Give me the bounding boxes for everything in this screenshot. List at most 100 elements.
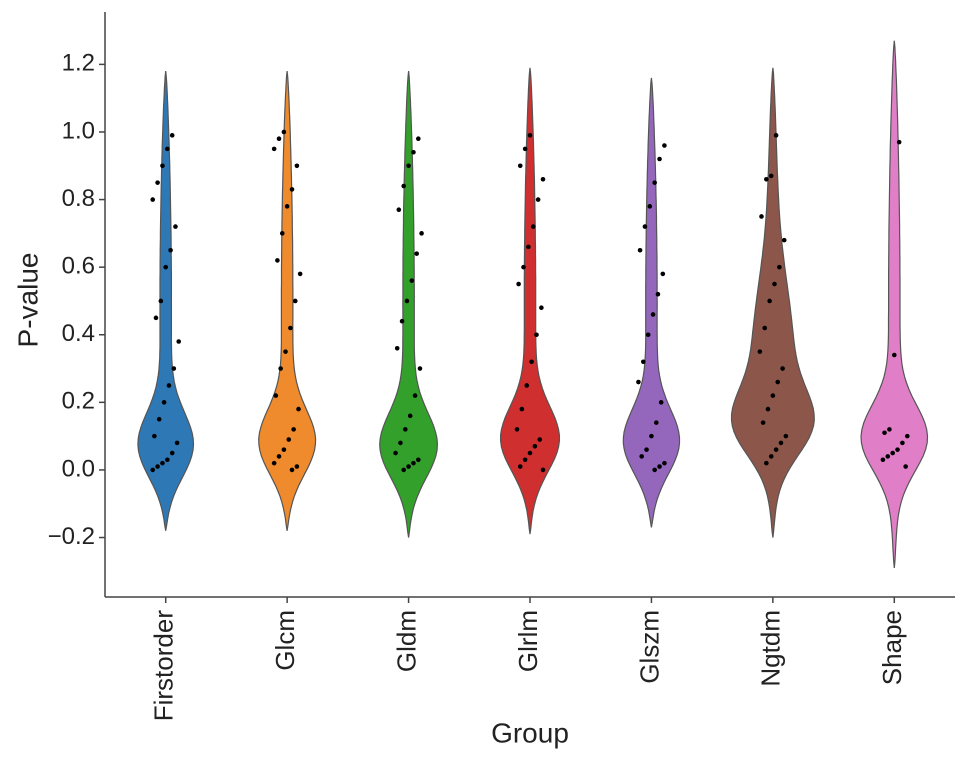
x-tick-label: Glrlm [513, 610, 543, 672]
data-point [150, 197, 156, 202]
data-point [169, 450, 175, 456]
data-point [764, 460, 769, 466]
data-point [417, 366, 423, 371]
data-point [288, 325, 293, 331]
data-point [283, 349, 288, 354]
data-point [655, 291, 661, 297]
data-point [296, 406, 301, 412]
y-tick-label: 0.6 [62, 252, 95, 279]
data-point [514, 427, 520, 432]
violin [137, 71, 195, 531]
data-point [895, 447, 900, 452]
data-point [273, 393, 279, 398]
data-point [540, 467, 546, 473]
data-point [406, 464, 411, 469]
data-point [649, 433, 654, 439]
data-point [662, 460, 667, 466]
data-point [522, 146, 528, 152]
data-point [652, 180, 657, 185]
violin [622, 77, 681, 528]
data-point [279, 231, 285, 236]
data-point [161, 400, 167, 405]
data-point [286, 437, 292, 442]
data-point [174, 440, 180, 446]
data-point [765, 406, 771, 412]
data-point [278, 366, 283, 371]
data-point [770, 393, 776, 398]
y-tick-label: 1.0 [62, 117, 95, 144]
x-tick-label: Glszm [634, 610, 664, 684]
data-point [153, 315, 159, 321]
data-point [524, 383, 530, 388]
data-point [530, 224, 536, 229]
data-point [762, 325, 768, 331]
data-point [406, 163, 411, 169]
data-point [396, 207, 402, 213]
data-point [773, 447, 779, 452]
data-point [652, 467, 657, 473]
violin [379, 71, 439, 538]
data-point [880, 457, 886, 463]
data-point [781, 237, 787, 243]
data-point [399, 318, 405, 324]
violin [730, 67, 815, 538]
data-point [527, 450, 533, 456]
data-point [532, 443, 538, 449]
data-point [757, 349, 763, 354]
data-point [281, 129, 287, 135]
data-point [658, 400, 664, 405]
y-tick-label: 0.4 [62, 320, 95, 347]
data-point [636, 379, 641, 385]
data-point [292, 298, 298, 304]
data-point [401, 183, 406, 189]
data-point [767, 298, 772, 304]
data-point [519, 406, 525, 412]
data-point [654, 420, 659, 425]
data-point [176, 339, 182, 344]
data-point [165, 457, 170, 463]
data-point [163, 264, 169, 270]
data-point [896, 139, 902, 145]
data-point [535, 197, 541, 202]
data-point [517, 163, 523, 169]
data-point [171, 366, 177, 371]
data-point [772, 281, 777, 287]
data-point [156, 416, 162, 422]
data-point [155, 180, 160, 185]
data-point [419, 231, 424, 236]
data-point [168, 247, 173, 253]
data-point [775, 379, 781, 385]
data-point [271, 146, 277, 152]
data-point [657, 156, 662, 162]
data-point [650, 312, 656, 317]
data-point [637, 247, 643, 253]
y-tick-label: −0.2 [48, 523, 95, 550]
data-point [275, 258, 280, 263]
data-point [294, 163, 300, 169]
data-point [401, 467, 406, 473]
data-point [416, 457, 421, 463]
data-point [160, 163, 165, 169]
x-tick-label: Ngtdm [756, 610, 786, 687]
x-tick-label: Shape [877, 610, 907, 685]
data-point [890, 450, 895, 456]
data-point [158, 298, 164, 304]
data-point [173, 224, 178, 229]
x-axis-title: Group [491, 717, 569, 748]
data-point [404, 298, 410, 304]
data-point [641, 359, 646, 365]
data-point [764, 176, 769, 182]
data-point [297, 271, 303, 277]
violin [258, 71, 317, 531]
data-point [169, 133, 175, 138]
data-point [539, 305, 544, 311]
data-point [780, 366, 785, 371]
data-point [281, 447, 287, 452]
data-point [540, 176, 546, 182]
data-point [407, 413, 413, 419]
data-point [517, 464, 523, 469]
data-point [294, 464, 300, 469]
data-point [393, 450, 398, 456]
data-point [534, 332, 539, 338]
